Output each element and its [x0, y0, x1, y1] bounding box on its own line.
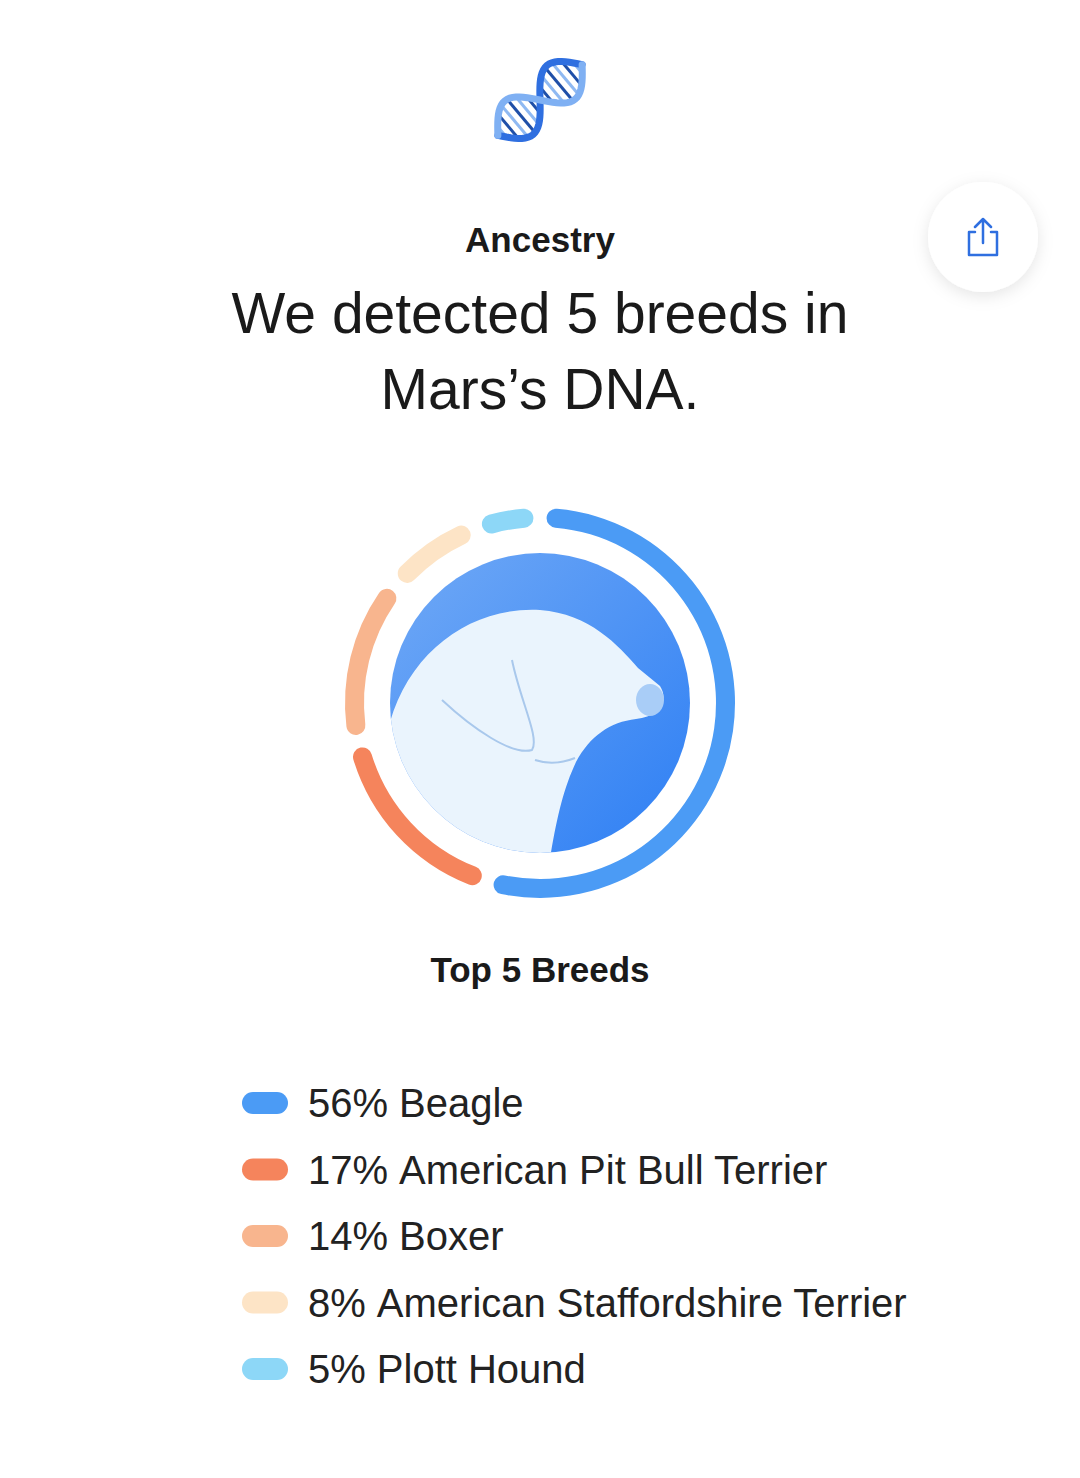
legend-entry: 5%Plott Hound	[308, 1347, 586, 1391]
donut-slice	[345, 589, 396, 735]
donut-slice	[398, 526, 471, 583]
donut-slice	[482, 509, 534, 534]
legend-value: 8%	[308, 1281, 366, 1325]
legend-label: Plott Hound	[377, 1347, 586, 1391]
legend-label: American Pit Bull Terrier	[399, 1148, 827, 1192]
legend-entry: 14%Boxer	[308, 1214, 504, 1258]
dna-strand	[484, 48, 597, 152]
legend-value: 17%	[308, 1148, 388, 1192]
chart: Ancestry We detected 5 breeds in Mars’s DN…	[0, 0, 1080, 1478]
dog-head	[385, 610, 664, 870]
title: We detected 5 breeds in Mars’s DNA.	[232, 281, 849, 421]
legend-swatch	[242, 1225, 288, 1247]
legend-swatch	[242, 1292, 288, 1314]
dna-icon	[484, 48, 597, 152]
legend-value: 14%	[308, 1214, 388, 1258]
legend-label: Beagle	[399, 1081, 524, 1125]
subtitle: Ancestry	[465, 220, 615, 259]
legend-entry: 8%American Staffordshire Terrier	[308, 1281, 907, 1325]
share-button[interactable]	[928, 182, 1038, 292]
legend-swatch	[242, 1159, 288, 1181]
legend-label: Boxer	[399, 1214, 504, 1258]
dog-jaw	[535, 758, 575, 763]
dog-ear	[442, 660, 534, 751]
share-button-bg[interactable]	[928, 182, 1038, 292]
legend: 56%Beagle17%American Pit Bull Terrier14%…	[242, 1081, 907, 1391]
dna-strand	[484, 48, 597, 152]
legend-swatch	[242, 1092, 288, 1114]
legend-title: Top 5 Breeds	[430, 950, 649, 989]
dog-illustration	[385, 553, 690, 870]
legend-entry: 56%Beagle	[308, 1081, 524, 1125]
donut	[345, 509, 735, 898]
legend-swatch	[242, 1358, 288, 1380]
legend-entry: 17%American Pit Bull Terrier	[308, 1148, 827, 1192]
legend-value: 56%	[308, 1081, 388, 1125]
legend-value: 5%	[308, 1347, 366, 1391]
legend-label: American Staffordshire Terrier	[377, 1281, 907, 1325]
title-line: Mars’s DNA.	[381, 357, 700, 421]
title-line: We detected 5 breeds in	[232, 281, 849, 345]
dog-nose	[636, 684, 664, 716]
share-icon[interactable]	[969, 219, 997, 255]
